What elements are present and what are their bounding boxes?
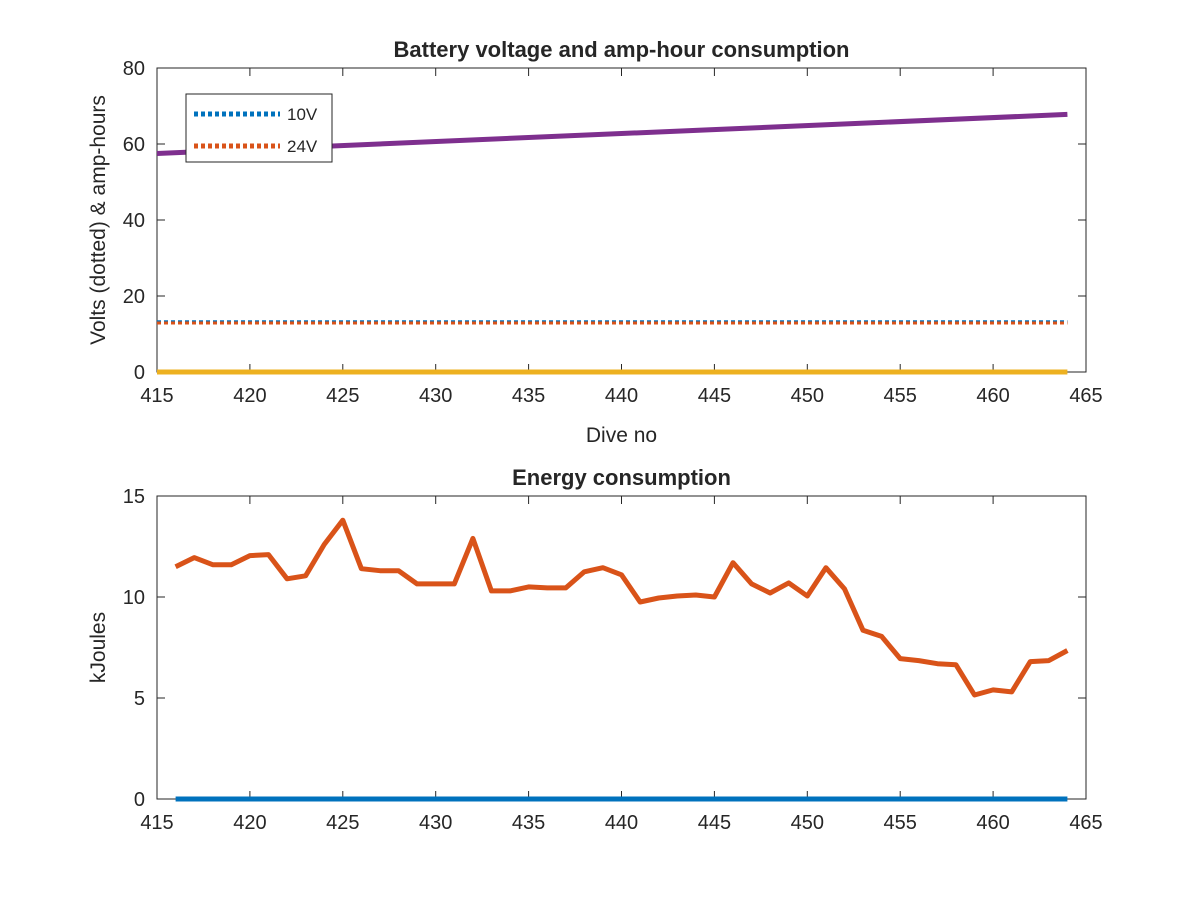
series-line-1-0 <box>174 517 1069 698</box>
x-tick-label: 465 <box>1069 812 1102 834</box>
x-tick-label: 450 <box>791 812 824 834</box>
legend-box <box>185 93 333 163</box>
y-axis-label: Volts (dotted) & amp-hours <box>87 95 110 345</box>
x-tick-label: 440 <box>605 812 638 834</box>
y-tick-label: 0 <box>134 362 145 384</box>
x-tick-label: 420 <box>233 812 266 834</box>
y-tick-label: 10 <box>123 587 145 609</box>
legend-label-10v: 10V <box>287 105 318 124</box>
plot-energy-consumption: 415 420 425 430 435 440 445 450 455 460 465 0 5 10 15 E… <box>87 465 1103 834</box>
x-tick-label: 430 <box>419 812 452 834</box>
y-tick-label: 40 <box>123 210 145 232</box>
y-tick-label: 80 <box>123 58 145 80</box>
x-tick-label: 445 <box>698 812 731 834</box>
chart-title: Battery voltage and amp-hour consumption <box>394 37 850 62</box>
x-tick-label: 425 <box>326 812 359 834</box>
y-tick-label: 5 <box>134 688 145 710</box>
plot-battery-voltage: 415 420 425 430 435 440 445 450 455 460 465 0 20 40 60… <box>87 37 1103 447</box>
x-tick-label: 440 <box>605 385 638 407</box>
y-axis-label: kJoules <box>87 612 110 683</box>
x-tick-label: 460 <box>976 385 1009 407</box>
x-tick-label: 425 <box>326 385 359 407</box>
y-tick-label: 60 <box>123 134 145 156</box>
x-tick-label: 455 <box>884 812 917 834</box>
x-tick-label: 460 <box>976 812 1009 834</box>
x-tick-label: 435 <box>512 812 545 834</box>
x-tick-label: 420 <box>233 385 266 407</box>
y-tick-label: 15 <box>123 486 145 508</box>
x-axis-label: Dive no <box>586 424 657 447</box>
legend-label-24v: 24V <box>287 137 318 156</box>
axes-frame <box>156 495 1087 800</box>
x-tick-label: 415 <box>140 385 173 407</box>
x-tick-label: 450 <box>791 385 824 407</box>
x-tick-label: 455 <box>884 385 917 407</box>
x-tick-label: 430 <box>419 385 452 407</box>
x-tick-label: 435 <box>512 385 545 407</box>
x-tick-label: 415 <box>140 812 173 834</box>
chart-title: Energy consumption <box>512 465 731 490</box>
x-tick-label: 445 <box>698 385 731 407</box>
x-tick-label: 465 <box>1069 385 1102 407</box>
y-tick-label: 0 <box>134 789 145 811</box>
y-tick-label: 20 <box>123 286 145 308</box>
legend: 10V 24V <box>185 93 333 163</box>
